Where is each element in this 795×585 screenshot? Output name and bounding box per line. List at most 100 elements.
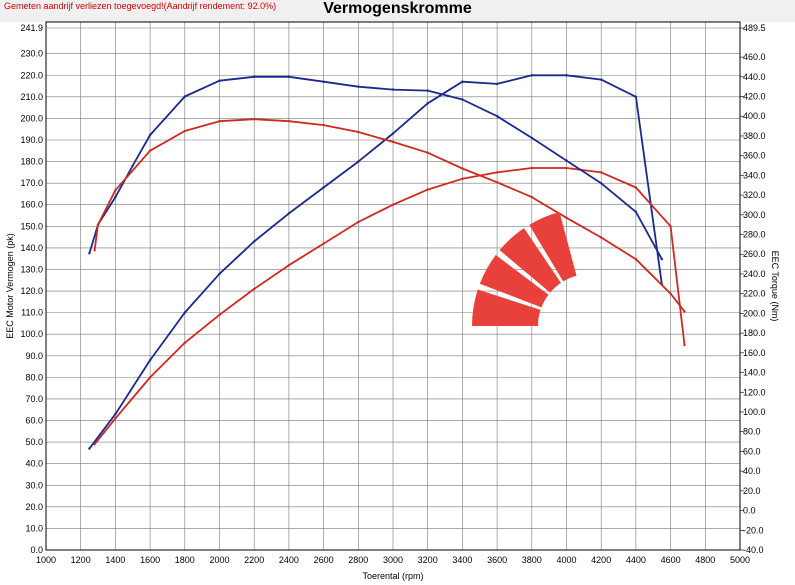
- logo-segment: [499, 228, 561, 293]
- series-point-1: [600, 78, 603, 81]
- y-tick-label: 180.0: [20, 157, 43, 167]
- series-point-3: [634, 210, 638, 214]
- y-tick-label: 90.0: [25, 351, 43, 361]
- y2-tick-label: 460.0: [743, 52, 766, 62]
- series-point-1: [357, 160, 360, 163]
- x-tick-label: 2600: [314, 555, 334, 565]
- series-point-2: [565, 166, 568, 170]
- y2-tick-label: -20.0: [743, 525, 764, 535]
- y-tick-label: 10.0: [25, 523, 43, 533]
- series-point-2: [357, 220, 360, 224]
- series-point-4: [148, 149, 152, 152]
- y2-tick-label: 120.0: [743, 387, 766, 397]
- y-tick-label: 20.0: [25, 502, 43, 512]
- x-tick-label: 3800: [522, 555, 542, 565]
- series-point-2: [426, 188, 429, 191]
- series-point-4: [461, 167, 464, 170]
- y-tick-label: 30.0: [25, 480, 43, 490]
- y2-tick-label: 260.0: [743, 249, 766, 259]
- y2-tick-label: 300.0: [743, 210, 766, 220]
- y2-tick-label: 340.0: [743, 170, 766, 180]
- series-line-2: [93, 167, 686, 445]
- y2-tick-label: 60.0: [743, 446, 761, 456]
- series-point-4: [634, 257, 638, 261]
- y-tick-label: 210.0: [20, 92, 43, 102]
- y-tick-label: 110.0: [21, 308, 43, 318]
- series-point-4: [530, 195, 533, 199]
- x-tick-label: 2200: [244, 555, 264, 565]
- y2-tick-label: 280.0: [743, 230, 766, 240]
- y2-axis-ticks: -40.0 -20.0 0.0 20.0 40.0 60.0 80.0 100.0 120.0 1…: [740, 23, 766, 555]
- x-tick-label: 2000: [209, 555, 229, 565]
- series-point-3: [426, 89, 429, 92]
- y-tick-label: 120.0: [20, 286, 43, 296]
- series-point-3: [114, 195, 117, 199]
- y-tick-label: 200.0: [20, 113, 43, 123]
- logo-segment: [529, 212, 577, 282]
- series-point-2: [253, 287, 256, 291]
- series-point-3: [287, 75, 291, 78]
- series-point-1: [322, 186, 325, 189]
- y-tick-label: 140.0: [20, 243, 43, 253]
- series-point-4: [565, 216, 568, 219]
- series-point-2: [322, 242, 325, 245]
- series-point-2: [495, 171, 499, 174]
- series-point-3: [183, 95, 186, 98]
- dyno-logo: [472, 212, 577, 326]
- series-point-3: [148, 133, 152, 137]
- series-point-1: [253, 240, 256, 243]
- x-tick-label: 1200: [71, 555, 91, 565]
- y2-tick-label: 0.0: [743, 506, 756, 516]
- y2-tick-label: 360.0: [743, 151, 766, 161]
- series-point-4: [600, 236, 603, 239]
- series-point-4: [322, 123, 325, 127]
- series-point-2: [183, 341, 186, 345]
- series-point-3: [253, 75, 256, 78]
- series-point-3: [131, 164, 134, 167]
- series-point-3: [660, 257, 664, 261]
- series-point-1: [565, 74, 568, 77]
- y-axis-title: EEC Motor Vermogen (pk): [5, 233, 15, 339]
- series-point-3: [495, 115, 499, 118]
- series-point-2: [218, 313, 221, 316]
- x-tick-label: 2400: [279, 555, 299, 565]
- y2-tick-label: 489.5: [743, 23, 766, 33]
- series-line-1: [88, 74, 663, 450]
- y-tick-label: 130.0: [20, 264, 43, 274]
- series-point-4: [287, 119, 291, 123]
- y2-tick-label: 400.0: [743, 111, 766, 121]
- y2-tick-label: 20.0: [743, 486, 761, 496]
- series-point-3: [530, 136, 533, 140]
- x-tick-label: 1800: [175, 555, 195, 565]
- series-point-3: [322, 80, 325, 83]
- series-point-1: [495, 82, 499, 86]
- series-point-2: [93, 443, 96, 446]
- y-tick-label: 70.0: [25, 394, 43, 404]
- y-tick-label: 80.0: [25, 372, 43, 382]
- series-point-1: [148, 358, 152, 362]
- y2-tick-label: 420.0: [743, 92, 766, 102]
- y-tick-label: 230.0: [20, 49, 43, 59]
- series-point-3: [391, 88, 395, 91]
- y-tick-label: 0.0: [30, 545, 43, 555]
- logo-segment: [479, 254, 549, 308]
- y2-tick-label: 160.0: [743, 348, 766, 358]
- series-point-4: [495, 181, 499, 184]
- series-point-2: [683, 343, 686, 347]
- series-point-1: [287, 212, 291, 215]
- series-point-2: [148, 376, 152, 379]
- series-point-4: [96, 223, 100, 226]
- y-axis-ticks: 0.0 10.0 20.0 30.0 40.0 50.0 60.0 70.0 80.0 90.0 1…: [20, 23, 43, 555]
- series-point-1: [88, 447, 91, 450]
- y2-tick-label: 140.0: [743, 368, 766, 378]
- series-point-4: [183, 129, 186, 133]
- y-tick-label: 40.0: [25, 459, 43, 469]
- series-point-2: [461, 177, 464, 181]
- series-point-4: [683, 310, 686, 313]
- series-group: [88, 74, 686, 450]
- x-axis-ticks: 1000 1200 1400 1600 1800 2000 2200 2400 2600 2800…: [36, 555, 750, 565]
- series-point-4: [218, 119, 221, 123]
- x-tick-label: 4200: [591, 555, 611, 565]
- series-point-4: [391, 140, 395, 144]
- series-point-4: [114, 188, 117, 192]
